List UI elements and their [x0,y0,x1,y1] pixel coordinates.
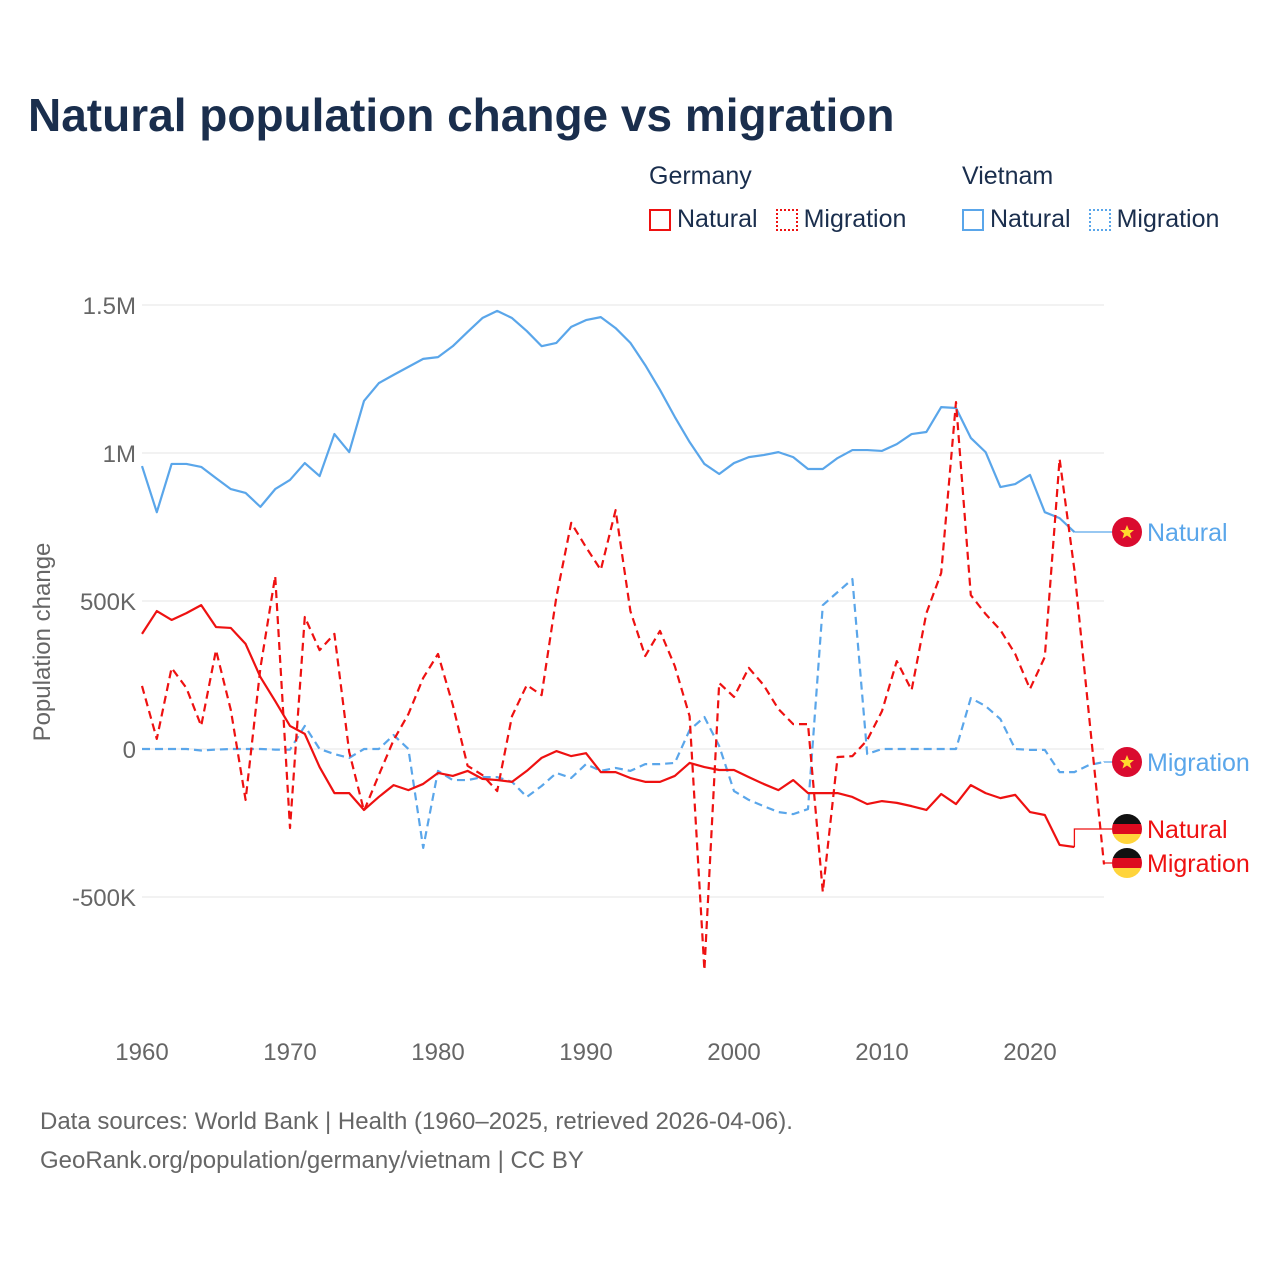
series-line-germany-natural [141,604,1075,849]
flag-stripe-gold [1112,834,1142,844]
source-line-2: GeoRank.org/population/germany/vietnam |… [40,1147,584,1174]
solid-swatch-icon [962,208,984,231]
series-end-label: Natural [1147,816,1228,844]
flag-stripe-red [1112,824,1142,834]
series-line-vietnam-migration [142,577,1105,849]
legend-vietnam-title: Vietnam [962,162,1054,190]
y-tick-label: 0 [123,737,136,764]
germany-flag-icon [1112,814,1142,844]
flag-stripes [1112,814,1142,844]
series-end-label: Migration [1147,850,1250,878]
x-tick-label: 2020 [1003,1039,1056,1066]
legend-label: Migration [1116,205,1220,233]
legend-germany: Germany Natural Migration [649,162,906,234]
dotted-swatch-icon [1088,208,1111,231]
legend-label: Natural [677,205,758,233]
series-line-vietnam-natural [140,309,1076,533]
legend-germany-title: Germany [649,162,752,190]
legend-label: Migration [803,205,907,233]
star-icon [1120,525,1134,539]
series-end-label: Migration [1147,749,1250,777]
vietnam-flag-icon [1112,747,1142,777]
x-tick-label: 1970 [263,1039,316,1066]
vietnam-flag-icon [1112,517,1142,547]
source-line-1: Data sources: World Bank | Health (1960–… [40,1108,793,1135]
end-label-connector [1103,862,1112,865]
legend-germany-natural[interactable]: Natural [649,205,758,234]
flag-stripe-red [1112,858,1142,868]
series-end-label: Natural [1147,519,1228,547]
x-tick-label: 2000 [707,1039,760,1066]
legend-vietnam-natural[interactable]: Natural [962,205,1071,234]
flag-stripes [1112,848,1142,878]
legend-vietnam: Vietnam Natural Migration [962,162,1219,234]
legend-label: Natural [990,205,1071,233]
y-tick-label: 1.5M [83,293,136,320]
germany-flag-icon [1112,848,1142,878]
series-line-germany-migration [140,400,1106,972]
flag-stripe-gold [1112,868,1142,878]
x-tick-label: 1990 [559,1039,612,1066]
y-tick-label: 500K [80,589,136,616]
y-tick-label: 1M [103,441,136,468]
y-tick-label: -500K [72,885,136,912]
y-axis-label: Population change [29,543,56,742]
legend-vietnam-migration[interactable]: Migration [1088,205,1220,234]
x-tick-label: 1960 [115,1039,168,1066]
solid-swatch-icon [649,208,671,231]
x-tick-label: 1980 [411,1039,464,1066]
x-tick-label: 2010 [855,1039,908,1066]
star-icon [1120,755,1134,769]
flag-stripe-black [1112,814,1142,824]
end-label-connector [1073,828,1112,847]
chart-title: Natural population change vs migration [28,89,895,141]
dotted-swatch-icon [775,208,798,231]
flag-stripe-black [1112,848,1142,858]
legend-germany-migration[interactable]: Migration [775,205,907,234]
